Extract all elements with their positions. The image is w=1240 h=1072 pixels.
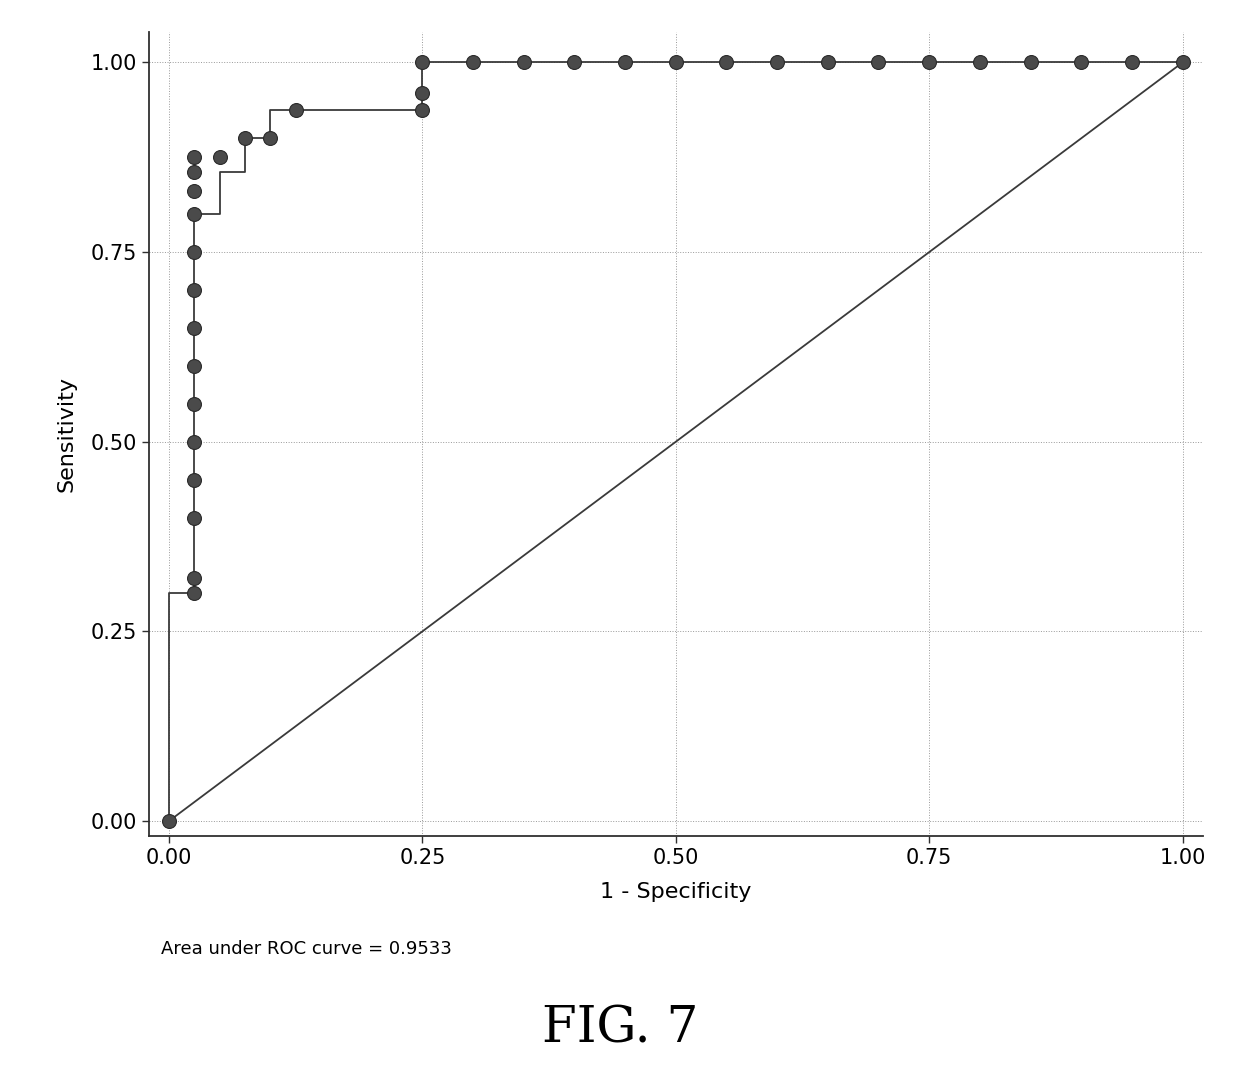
Point <box>185 396 205 413</box>
Point <box>615 54 635 71</box>
Point <box>185 319 205 337</box>
Point <box>185 243 205 260</box>
Point <box>185 585 205 602</box>
Point <box>236 130 255 147</box>
Text: FIG. 7: FIG. 7 <box>542 1004 698 1054</box>
Point <box>1122 54 1142 71</box>
Point <box>185 149 205 166</box>
Point <box>1071 54 1091 71</box>
Point <box>868 54 888 71</box>
Point <box>413 54 433 71</box>
Point <box>413 85 433 102</box>
Point <box>666 54 686 71</box>
Point <box>513 54 533 71</box>
Point <box>185 509 205 526</box>
Point <box>185 357 205 374</box>
Point <box>185 164 205 181</box>
Point <box>185 206 205 223</box>
Point <box>159 813 179 830</box>
Point <box>564 54 584 71</box>
Point <box>185 569 205 586</box>
Point <box>185 433 205 450</box>
Point <box>1021 54 1040 71</box>
Point <box>818 54 838 71</box>
Point <box>413 102 433 119</box>
Point <box>210 149 229 166</box>
Point <box>970 54 990 71</box>
Y-axis label: Sensitivity: Sensitivity <box>57 376 77 492</box>
Point <box>717 54 737 71</box>
Point <box>919 54 939 71</box>
Point <box>1173 54 1193 71</box>
Point <box>185 282 205 299</box>
Point <box>185 183 205 200</box>
Point <box>768 54 787 71</box>
Text: Area under ROC curve = 0.9533: Area under ROC curve = 0.9533 <box>161 940 453 957</box>
X-axis label: 1 - Specificity: 1 - Specificity <box>600 882 751 902</box>
Point <box>260 130 280 147</box>
Point <box>464 54 484 71</box>
Point <box>286 102 306 119</box>
Point <box>185 471 205 488</box>
